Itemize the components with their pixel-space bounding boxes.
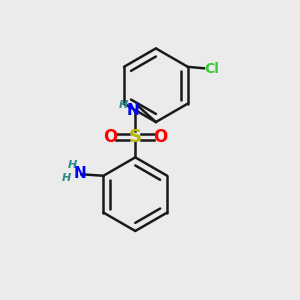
Text: H: H [67,160,76,170]
Text: O: O [154,128,168,146]
Text: S: S [129,128,142,146]
Text: N: N [127,103,139,118]
Text: O: O [103,128,117,146]
Text: Cl: Cl [205,61,219,76]
Text: H: H [61,173,70,183]
Text: H: H [119,100,128,110]
Text: N: N [74,166,86,181]
